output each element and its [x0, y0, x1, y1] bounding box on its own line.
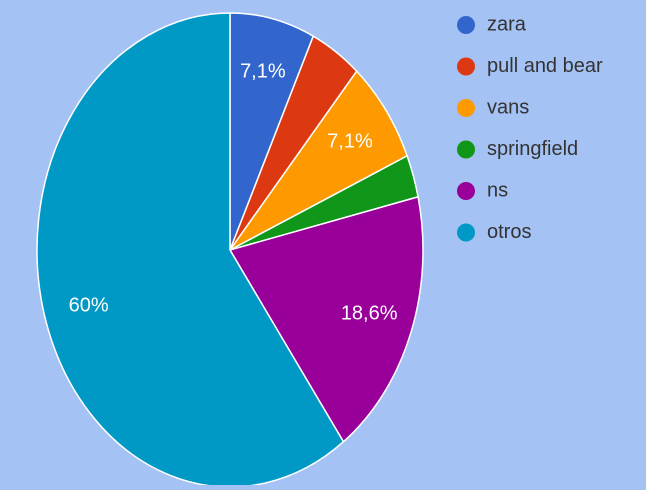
- legend-label: springfield: [487, 138, 578, 160]
- legend-marker: [457, 223, 475, 242]
- legend-label: zara: [487, 13, 527, 35]
- legend-marker: [457, 140, 475, 159]
- slice-label: 7,1%: [327, 131, 373, 153]
- legend-marker: [457, 16, 475, 34]
- legend-label: pull and bear: [487, 55, 603, 77]
- legend-marker: [457, 182, 475, 200]
- legend-label: vans: [487, 96, 529, 118]
- pie-slice: [229, 12, 315, 251]
- slice-label: 60%: [69, 295, 109, 317]
- legend-marker: [457, 99, 475, 117]
- legend-label: otros: [487, 221, 531, 243]
- pie-slice: [228, 195, 424, 443]
- slice-label: 7,1%: [240, 60, 286, 82]
- pie-slice: [229, 70, 409, 251]
- slice-label: 18,6%: [341, 302, 398, 324]
- legend-marker: [457, 57, 475, 76]
- legend-label: ns: [487, 179, 508, 201]
